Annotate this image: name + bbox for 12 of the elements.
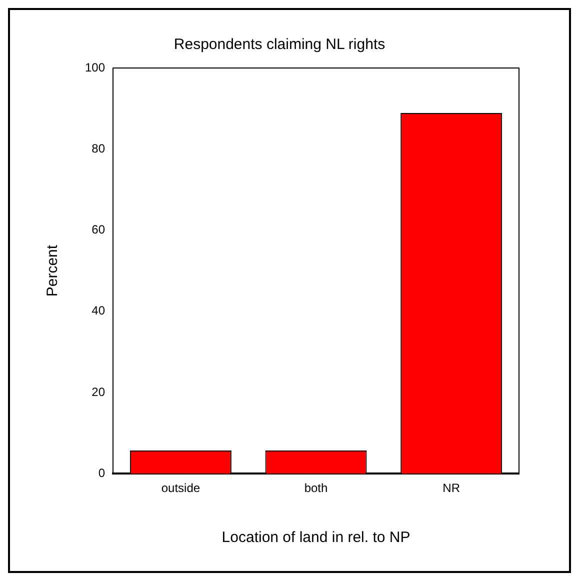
y-tick-label: 100 — [84, 60, 106, 74]
y-tick-label: 20 — [92, 384, 106, 399]
x-tick-label: both — [304, 481, 328, 496]
y-tick-label: 60 — [92, 222, 106, 237]
y-tick-label: 0 — [98, 466, 106, 480]
x-tick-label: outside — [161, 481, 200, 496]
y-tick-label: 40 — [92, 304, 106, 318]
x-tick-label: NR — [442, 481, 460, 496]
y-axis-title: Percent — [44, 244, 62, 297]
y-tick-label: 80 — [92, 141, 106, 156]
chart-title: Respondents claiming NL rights — [174, 36, 386, 54]
x-axis-title: Location of land in rel. to NP — [222, 529, 410, 546]
